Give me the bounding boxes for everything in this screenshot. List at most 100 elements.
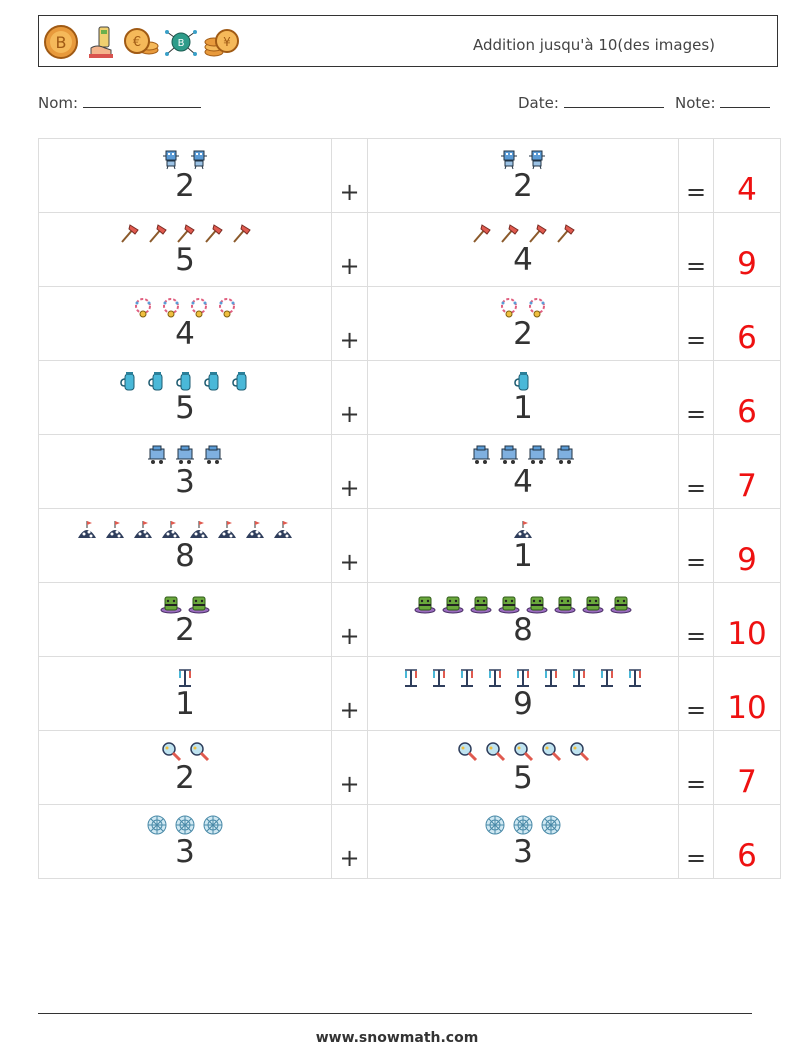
second-addend-cell: 1 xyxy=(367,360,679,435)
axe-icon xyxy=(501,224,519,243)
first-addend-pictures xyxy=(39,296,331,320)
second-addend-pictures xyxy=(368,592,678,616)
note-label: Note: xyxy=(675,94,716,112)
page-title: Addition jusqu'à 10(des images) xyxy=(473,36,715,54)
header-icons: B € B ¥ xyxy=(43,22,239,62)
robot-icon xyxy=(501,150,517,170)
date-field: Date: xyxy=(518,94,664,112)
second-addend-cell: 4 xyxy=(367,212,679,287)
cart-icon xyxy=(148,445,166,464)
plus-sign: + xyxy=(339,844,360,872)
second-addend: 2 xyxy=(513,168,533,204)
equals-cell: = xyxy=(678,360,714,435)
igloo-icon xyxy=(162,521,180,538)
necklace-icon xyxy=(163,298,179,318)
answer-cell[interactable]: 4 xyxy=(713,138,781,213)
equals-cell: = xyxy=(678,730,714,805)
answer-cell[interactable]: 6 xyxy=(713,804,781,879)
magnifier-icon xyxy=(514,742,534,762)
plus-sign: + xyxy=(339,252,360,280)
magnifier-icon xyxy=(458,742,478,762)
date-label: Date: xyxy=(518,94,559,112)
addition-table: 2 +2 = 4 5 +4 = 9 4 +2 = 6 5 +1 = 6 3 +4 = 7 8 +1 = 9 2 +8 = 10 1 +9 =… xyxy=(38,138,781,879)
first-addend-cell: 2 xyxy=(38,138,332,213)
plus-sign: + xyxy=(339,326,360,354)
second-addend: 1 xyxy=(513,538,533,574)
first-addend: 2 xyxy=(175,168,195,204)
snowflake-icon xyxy=(541,815,561,835)
first-addend-cell: 2 xyxy=(38,730,332,805)
plus-sign: + xyxy=(339,622,360,650)
first-addend-pictures xyxy=(39,444,331,468)
answer-value: 6 xyxy=(737,394,757,430)
second-addend: 5 xyxy=(513,760,533,796)
equals-sign: = xyxy=(685,622,707,650)
problem-row: 2 +8 = 10 xyxy=(38,582,781,657)
hat-icon xyxy=(442,596,464,614)
equals-cell: = xyxy=(678,656,714,731)
answer-cell[interactable]: 10 xyxy=(713,656,781,731)
euro-coins-icon: € xyxy=(124,28,159,55)
hat-icon xyxy=(582,596,604,614)
answer-cell[interactable]: 7 xyxy=(713,730,781,805)
snowflake-icon xyxy=(485,815,505,835)
problem-row: 5 +1 = 6 xyxy=(38,360,781,435)
axe-icon xyxy=(121,224,139,243)
second-addend: 4 xyxy=(513,464,533,500)
name-field: Nom: xyxy=(38,94,201,112)
second-addend-pictures xyxy=(368,148,678,172)
second-addend: 8 xyxy=(513,612,533,648)
name-blank[interactable] xyxy=(82,95,201,108)
answer-cell[interactable]: 10 xyxy=(713,582,781,657)
plus-cell: + xyxy=(331,434,368,509)
hat-icon xyxy=(498,596,520,614)
plus-cell: + xyxy=(331,212,368,287)
footer-divider xyxy=(38,1013,752,1014)
second-addend-pictures xyxy=(368,740,678,764)
plus-sign: + xyxy=(339,548,360,576)
answer-cell[interactable]: 9 xyxy=(713,508,781,583)
stand-icon xyxy=(179,669,191,687)
first-addend: 3 xyxy=(175,464,195,500)
hat-icon xyxy=(188,596,210,614)
second-addend-pictures xyxy=(368,370,678,394)
magnifier-icon xyxy=(486,742,506,762)
first-addend: 2 xyxy=(175,612,195,648)
problem-row: 8 +1 = 9 xyxy=(38,508,781,583)
problem-row: 2 +2 = 4 xyxy=(38,138,781,213)
stand-icon xyxy=(545,669,557,687)
snowflake-icon xyxy=(175,815,195,835)
first-addend-cell: 3 xyxy=(38,804,332,879)
equals-cell: = xyxy=(678,138,714,213)
first-addend: 1 xyxy=(175,686,195,722)
first-addend: 8 xyxy=(175,538,195,574)
answer-value: 7 xyxy=(737,764,757,800)
note-blank[interactable] xyxy=(720,95,771,108)
first-addend-cell: 4 xyxy=(38,286,332,361)
bitcoin-coin-icon: B xyxy=(44,25,78,59)
equals-sign: = xyxy=(685,770,707,798)
answer-cell[interactable]: 9 xyxy=(713,212,781,287)
hat-icon xyxy=(554,596,576,614)
date-blank[interactable] xyxy=(563,95,664,108)
plus-cell: + xyxy=(331,360,368,435)
equals-sign: = xyxy=(685,178,707,206)
axe-icon xyxy=(529,224,547,243)
axe-icon xyxy=(233,224,251,243)
answer-cell[interactable]: 6 xyxy=(713,286,781,361)
hat-icon xyxy=(526,596,548,614)
second-addend-cell: 9 xyxy=(367,656,679,731)
answer-cell[interactable]: 6 xyxy=(713,360,781,435)
plus-cell: + xyxy=(331,508,368,583)
plus-sign: + xyxy=(339,474,360,502)
problem-row: 3 +4 = 7 xyxy=(38,434,781,509)
equals-cell: = xyxy=(678,286,714,361)
second-addend: 2 xyxy=(513,316,533,352)
answer-value: 9 xyxy=(737,246,757,282)
answer-cell[interactable]: 7 xyxy=(713,434,781,509)
first-addend-cell: 8 xyxy=(38,508,332,583)
answer-value: 6 xyxy=(737,320,757,356)
stand-icon xyxy=(489,669,501,687)
second-addend: 9 xyxy=(513,686,533,722)
thermos-icon xyxy=(232,372,247,391)
